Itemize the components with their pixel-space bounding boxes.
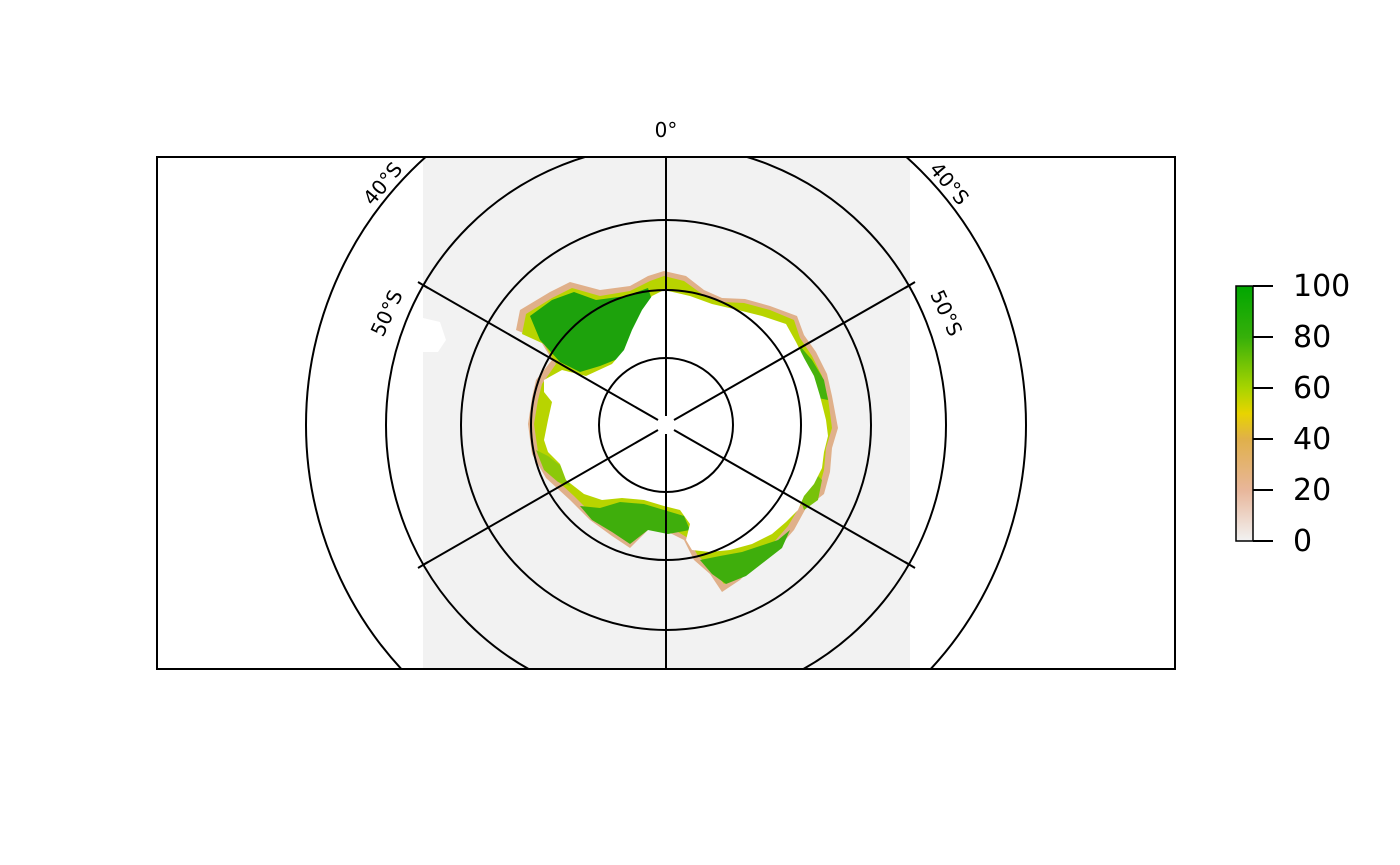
latitude-circle-40 — [305, 157, 1027, 669]
latitude-circle-50 — [385, 157, 947, 669]
ice-high-east-1 — [800, 346, 828, 400]
meridian-120w — [423, 429, 659, 566]
ice-high-weddell — [530, 288, 652, 372]
legend: 100 80 60 40 20 0 — [1235, 269, 1350, 559]
ice-high-east-2 — [800, 470, 822, 510]
legend-tick-label: 20 — [1293, 473, 1331, 508]
legend-tick-label: 0 — [1293, 524, 1312, 559]
label-meridian-0: 0° — [655, 118, 678, 142]
graticule — [305, 157, 1027, 669]
south-america-tip — [423, 318, 446, 352]
map-frame — [156, 156, 1176, 670]
ice-high-west — [536, 450, 570, 486]
meridian-60w — [423, 284, 659, 421]
legend-tick-label: 80 — [1293, 320, 1331, 355]
label-lat-50-right: 50°S — [925, 286, 967, 340]
legend-colorbar — [1235, 285, 1254, 542]
legend-tick-label: 100 — [1293, 269, 1350, 304]
ice-high-amundsen — [580, 502, 690, 544]
meridian-120e — [673, 429, 910, 566]
antarctica-land — [544, 290, 828, 552]
ice-high-ross — [700, 530, 790, 584]
legend-tick-label: 60 — [1293, 371, 1331, 406]
legend-tick-label: 40 — [1293, 422, 1331, 457]
meridian-60e — [673, 284, 910, 421]
